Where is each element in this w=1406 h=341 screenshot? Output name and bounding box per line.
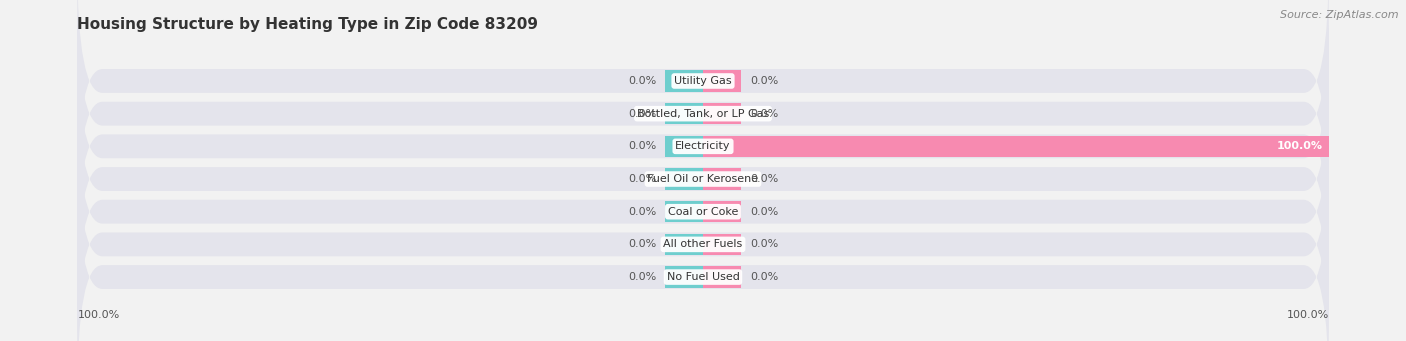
Bar	[665, 266, 703, 288]
Text: 0.0%: 0.0%	[628, 109, 657, 119]
Text: Housing Structure by Heating Type in Zip Code 83209: Housing Structure by Heating Type in Zip…	[77, 17, 538, 32]
Text: Bottled, Tank, or LP Gas: Bottled, Tank, or LP Gas	[637, 109, 769, 119]
Text: Utility Gas: Utility Gas	[675, 76, 731, 86]
FancyBboxPatch shape	[77, 158, 1329, 341]
Text: 0.0%: 0.0%	[749, 109, 778, 119]
Text: Fuel Oil or Kerosene: Fuel Oil or Kerosene	[647, 174, 759, 184]
Text: 100.0%: 100.0%	[77, 310, 120, 320]
Text: 0.0%: 0.0%	[628, 76, 657, 86]
Text: 0.0%: 0.0%	[749, 272, 778, 282]
Text: 0.0%: 0.0%	[749, 239, 778, 249]
Text: 0.0%: 0.0%	[628, 174, 657, 184]
Bar	[665, 168, 703, 190]
Bar	[703, 136, 1329, 157]
Bar	[703, 201, 741, 222]
Bar	[665, 136, 703, 157]
Bar	[703, 168, 741, 190]
Bar	[665, 103, 703, 124]
Text: 0.0%: 0.0%	[628, 207, 657, 217]
Text: 0.0%: 0.0%	[749, 174, 778, 184]
Text: 100.0%: 100.0%	[1286, 310, 1329, 320]
FancyBboxPatch shape	[77, 0, 1329, 200]
Text: 0.0%: 0.0%	[628, 272, 657, 282]
Bar	[665, 70, 703, 92]
Bar	[703, 103, 741, 124]
FancyBboxPatch shape	[77, 125, 1329, 341]
Bar	[703, 70, 741, 92]
Bar	[665, 201, 703, 222]
Text: 0.0%: 0.0%	[749, 76, 778, 86]
Text: 0.0%: 0.0%	[628, 239, 657, 249]
Bar	[703, 234, 741, 255]
Bar	[665, 234, 703, 255]
Text: Coal or Coke: Coal or Coke	[668, 207, 738, 217]
FancyBboxPatch shape	[77, 28, 1329, 265]
Text: Source: ZipAtlas.com: Source: ZipAtlas.com	[1281, 10, 1399, 20]
Text: All other Fuels: All other Fuels	[664, 239, 742, 249]
FancyBboxPatch shape	[77, 60, 1329, 298]
Bar	[703, 266, 741, 288]
Text: 100.0%: 100.0%	[1277, 142, 1323, 151]
FancyBboxPatch shape	[77, 93, 1329, 330]
Text: Electricity: Electricity	[675, 142, 731, 151]
Text: 0.0%: 0.0%	[628, 142, 657, 151]
Text: 0.0%: 0.0%	[749, 207, 778, 217]
FancyBboxPatch shape	[77, 0, 1329, 233]
Text: No Fuel Used: No Fuel Used	[666, 272, 740, 282]
